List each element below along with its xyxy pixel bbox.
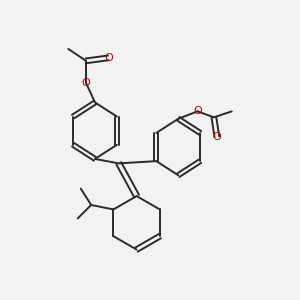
- Text: O: O: [193, 106, 202, 116]
- Text: O: O: [82, 78, 91, 88]
- Text: O: O: [104, 53, 113, 63]
- Text: O: O: [212, 132, 221, 142]
